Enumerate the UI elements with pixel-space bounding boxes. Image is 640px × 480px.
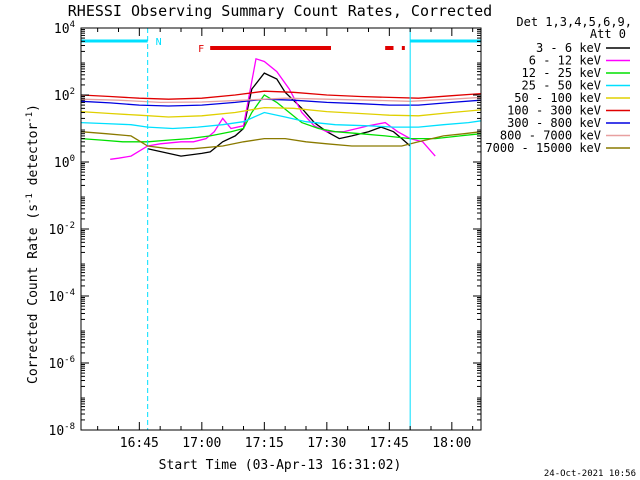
legend-label-6: 300 - 800 keV [507,116,601,130]
x-tick-label-4: 17:45 [370,436,409,451]
legend-label-7: 800 - 7000 keV [500,129,601,143]
series-line-7 [80,96,482,104]
series-layer [80,57,482,160]
legend-header-line-2: Att 0 [590,27,626,41]
y-tick-label-4: 10-4 [49,288,76,305]
y-tick-label-2: 100 [54,154,75,171]
legend-label-1: 6 - 12 keV [529,54,601,68]
y-axis-label-end: ) [26,104,41,112]
legend-header: Det 1,3,4,5,6,9, Att 0 [516,15,632,41]
series-line-3 [80,111,482,130]
legend-label-0: 3 - 6 keV [536,41,601,55]
series-line-1 [110,57,436,160]
y-axis-label-sup2: -1 [25,112,35,123]
chart-title: RHESSI Observing Summary Count Rates, Co… [68,2,492,20]
series-line-4 [80,106,482,118]
series-line-8 [80,131,482,150]
y-axis-label: Corrected Count Rate (s-1 detector-1) [25,104,41,384]
series-line-5 [80,90,482,100]
flare-label: F [198,44,204,55]
y-tick-label-5: 10-6 [49,355,76,372]
y-tick-label-6: 10-8 [49,422,76,439]
legend-label-8: 7000 - 15000 keV [485,141,601,155]
y-tick-label-3: 10-2 [49,221,76,238]
legend-label-2: 12 - 25 keV [522,66,601,80]
x-tick-label-2: 17:15 [245,436,284,451]
x-axis-label: Start Time (03-Apr-13 16:31:02) [159,458,402,473]
y-tick-label-1: 102 [54,87,75,104]
y-axis-label-main: Corrected Count Rate (s [26,204,41,384]
legend-label-4: 50 - 100 keV [514,91,601,105]
series-line-6 [80,98,482,107]
x-tick-label-5: 18:00 [432,436,471,451]
axis-layer: 104 102 100 10-2 10-4 10-6 10-8 16:45 17:00 17:15… [49,20,482,451]
plot-frame [80,27,482,431]
y-tick-label-0: 104 [54,20,75,37]
night-label: N [156,37,162,48]
svg-text:Corrected Count Rate (s-1 dete: Corrected Count Rate (s-1 detector-1) [25,104,41,384]
footer-date: 24-Oct-2021 10:56 [544,469,636,479]
annotation-layer: NF [80,28,482,430]
x-tick-label-3: 17:30 [307,436,346,451]
legend-header-line-1: Det 1,3,4,5,6,9, [516,15,632,29]
x-tick-label-1: 17:00 [182,436,221,451]
legend-label-3: 25 - 50 keV [522,79,601,93]
y-axis-label-sup1: -1 [25,193,35,204]
y-axis-label-mid: detector [26,123,41,194]
legend-label-5: 100 - 300 keV [507,104,601,118]
x-tick-label-0: 16:45 [120,436,159,451]
